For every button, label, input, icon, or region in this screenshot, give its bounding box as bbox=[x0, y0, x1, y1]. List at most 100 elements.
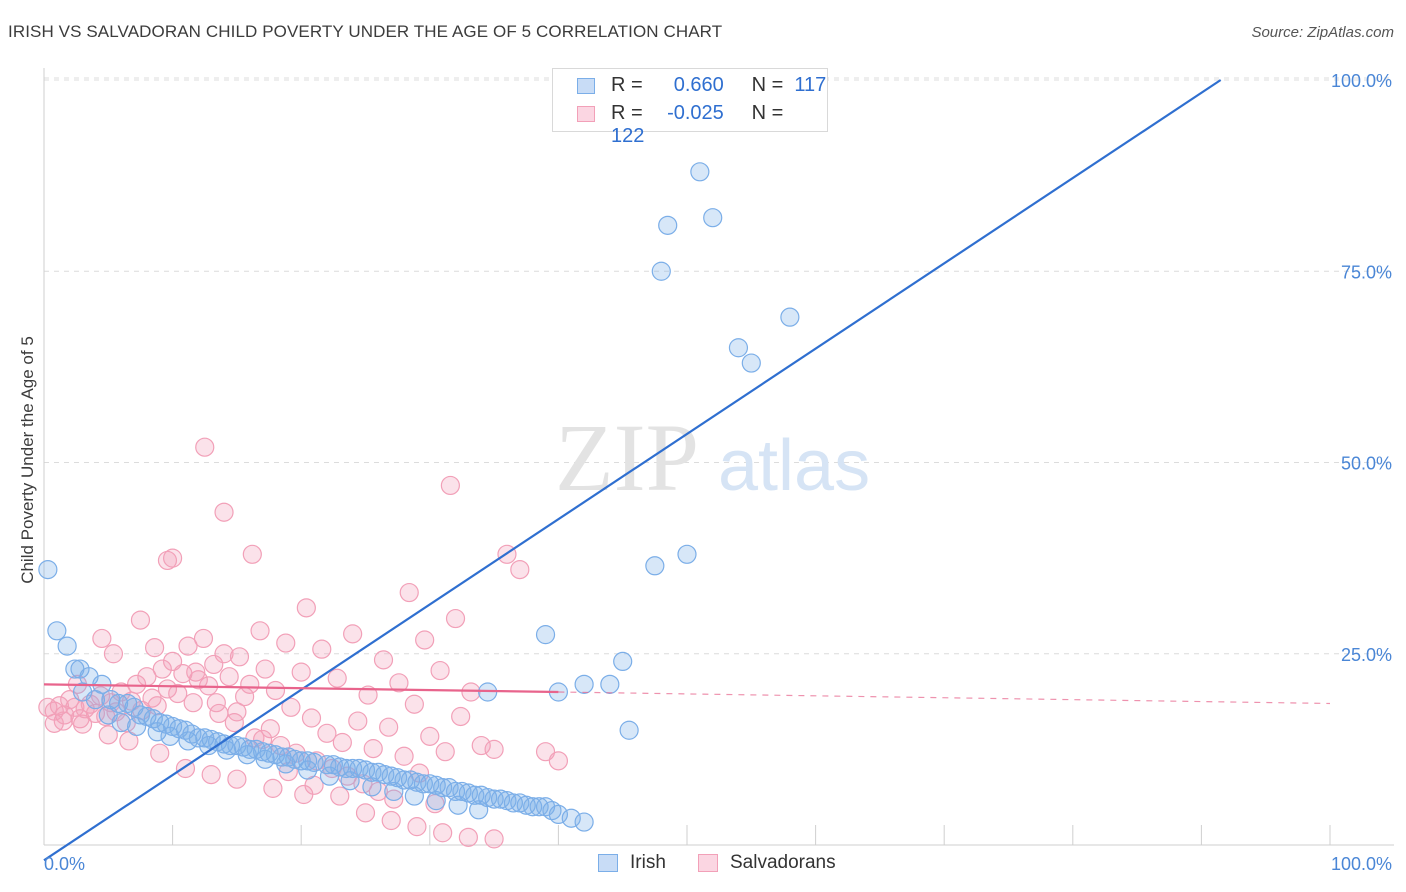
irish-point bbox=[85, 690, 106, 710]
salvadoran-legend-swatch bbox=[698, 854, 718, 872]
chart-title: IRISH VS SALVADORAN CHILD POVERTY UNDER … bbox=[8, 22, 723, 41]
salvadoran-point bbox=[103, 644, 124, 664]
salvadoran-point bbox=[214, 644, 234, 664]
salvadoran-point bbox=[265, 680, 286, 701]
salvadoran-point bbox=[363, 739, 383, 759]
salvadoran-point bbox=[178, 636, 198, 656]
irish-n-value: 117 bbox=[794, 74, 827, 96]
salvadoran-point bbox=[201, 765, 221, 785]
irish-n-label: N = bbox=[751, 74, 784, 96]
salvadoran-point bbox=[451, 706, 471, 727]
irish-point bbox=[38, 559, 58, 580]
salvadoran-point bbox=[130, 610, 151, 630]
irish-point bbox=[645, 556, 665, 576]
salvadoran-r-label: R = bbox=[611, 102, 643, 124]
salvadoran-point bbox=[327, 668, 347, 688]
irish-points bbox=[38, 85, 826, 832]
irish-point bbox=[130, 705, 151, 725]
salvadoran-point bbox=[70, 709, 90, 729]
salvadoran-point bbox=[445, 608, 466, 629]
irish-point bbox=[47, 621, 67, 641]
salvadoran-swatch bbox=[577, 106, 595, 122]
irish-r-value: 0.660 bbox=[673, 74, 724, 96]
irish-point bbox=[384, 781, 404, 802]
salvadoran-point bbox=[150, 743, 170, 763]
irish-legend-swatch bbox=[598, 854, 618, 872]
legend-text-irish: R = 0.660 N = 117 bbox=[611, 74, 826, 97]
salvadoran-point bbox=[294, 784, 314, 805]
y-tick-label: 25.0% bbox=[1341, 645, 1392, 665]
trend-lines bbox=[43, 79, 1331, 862]
irish-point bbox=[548, 804, 569, 825]
irish-point bbox=[111, 712, 131, 733]
irish-point bbox=[561, 808, 581, 828]
salvadoran-point bbox=[44, 713, 64, 733]
salvadoran-point bbox=[548, 751, 569, 771]
salvadoran-point bbox=[227, 769, 247, 789]
x-tick-label: 0.0% bbox=[44, 854, 85, 874]
salvadoran-point bbox=[72, 714, 93, 734]
stats-legend: R = 0.660 N = 117 R = -0.025 N = 122 bbox=[552, 68, 828, 147]
y-tick-label: 50.0% bbox=[1341, 454, 1392, 474]
irish-point bbox=[535, 625, 556, 645]
salvadoran-points bbox=[38, 437, 569, 849]
salvadoran-trend-line bbox=[43, 683, 559, 694]
legend-row-irish: R = 0.660 N = 117 bbox=[553, 72, 827, 100]
salvadoran-point bbox=[206, 693, 226, 713]
salvadoran-point bbox=[296, 598, 316, 618]
x-tick-label: 100.0% bbox=[1331, 854, 1392, 874]
salvadoran-point bbox=[355, 803, 376, 823]
irish-point bbox=[160, 726, 180, 746]
salvadoran-point bbox=[435, 742, 455, 762]
watermark-zip: ZIP bbox=[555, 404, 699, 511]
irish-swatch bbox=[577, 78, 595, 94]
salvadoran-point bbox=[65, 697, 85, 717]
irish-point bbox=[574, 812, 594, 832]
irish-point bbox=[319, 766, 340, 786]
legend-text-salvadoran: R = -0.025 N = 122 bbox=[611, 102, 827, 148]
salvadoran-point bbox=[214, 502, 234, 522]
irish-point bbox=[126, 716, 147, 737]
irish-point bbox=[448, 795, 468, 815]
salvadoran-point bbox=[240, 674, 260, 694]
salvadoran-point bbox=[152, 659, 172, 679]
tick-labels: 25.0% 50.0% 75.0% 100.0% 0.0% 100.0% bbox=[44, 71, 1392, 874]
irish-point bbox=[217, 740, 237, 760]
irish-point bbox=[651, 261, 671, 281]
salvadoran-trend-line-extension bbox=[558, 691, 1331, 705]
irish-r-label: R = bbox=[611, 74, 643, 96]
irish-point bbox=[362, 777, 382, 797]
salvadoran-point bbox=[281, 697, 301, 717]
irish-trend-line bbox=[43, 79, 1222, 862]
irish-point bbox=[780, 307, 800, 327]
salvadoran-point bbox=[291, 662, 311, 682]
salvadoran-point bbox=[193, 628, 214, 649]
grid-lines bbox=[44, 77, 1394, 655]
salvadoran-point bbox=[332, 732, 352, 753]
salvadoran-point bbox=[348, 711, 368, 731]
salvadoran-point bbox=[404, 694, 424, 714]
salvadoran-point bbox=[92, 628, 112, 649]
salvadoran-point bbox=[358, 685, 378, 705]
salvadoran-point bbox=[186, 662, 206, 682]
irish-point bbox=[381, 766, 401, 786]
salvadoran-point bbox=[484, 829, 504, 849]
watermark-atlas: atlas bbox=[718, 426, 870, 506]
salvadoran-point bbox=[373, 650, 394, 670]
salvadoran-point bbox=[98, 725, 118, 745]
irish-point bbox=[677, 544, 697, 564]
irish-point bbox=[490, 789, 511, 809]
salvadoran-point bbox=[379, 717, 399, 737]
salvadoran-point bbox=[188, 670, 208, 690]
salvadoran-n-value: 122 bbox=[611, 125, 645, 147]
watermark: ZIP atlas bbox=[555, 404, 870, 511]
irish-legend-label: Irish bbox=[630, 852, 666, 873]
salvadoran-point bbox=[381, 810, 401, 831]
salvadoran-point bbox=[219, 667, 239, 687]
salvadoran-point bbox=[49, 696, 70, 716]
salvadoran-point bbox=[389, 673, 409, 693]
irish-point bbox=[255, 749, 275, 769]
salvadoran-n-label: N = bbox=[751, 102, 784, 124]
salvadoran-point bbox=[183, 693, 203, 713]
